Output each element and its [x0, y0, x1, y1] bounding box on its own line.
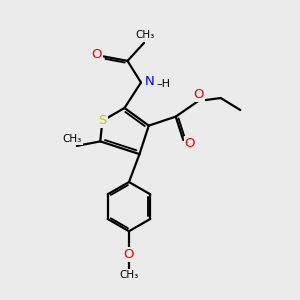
Text: CH₃: CH₃ [63, 134, 82, 144]
Text: O: O [194, 88, 204, 101]
Text: O: O [92, 47, 102, 61]
Text: O: O [124, 248, 134, 261]
Text: N: N [145, 75, 154, 88]
Text: S: S [98, 114, 106, 127]
Text: O: O [184, 137, 195, 150]
Text: CH₃: CH₃ [119, 270, 139, 280]
Text: –H: –H [157, 79, 170, 89]
Text: CH₃: CH₃ [136, 29, 155, 40]
